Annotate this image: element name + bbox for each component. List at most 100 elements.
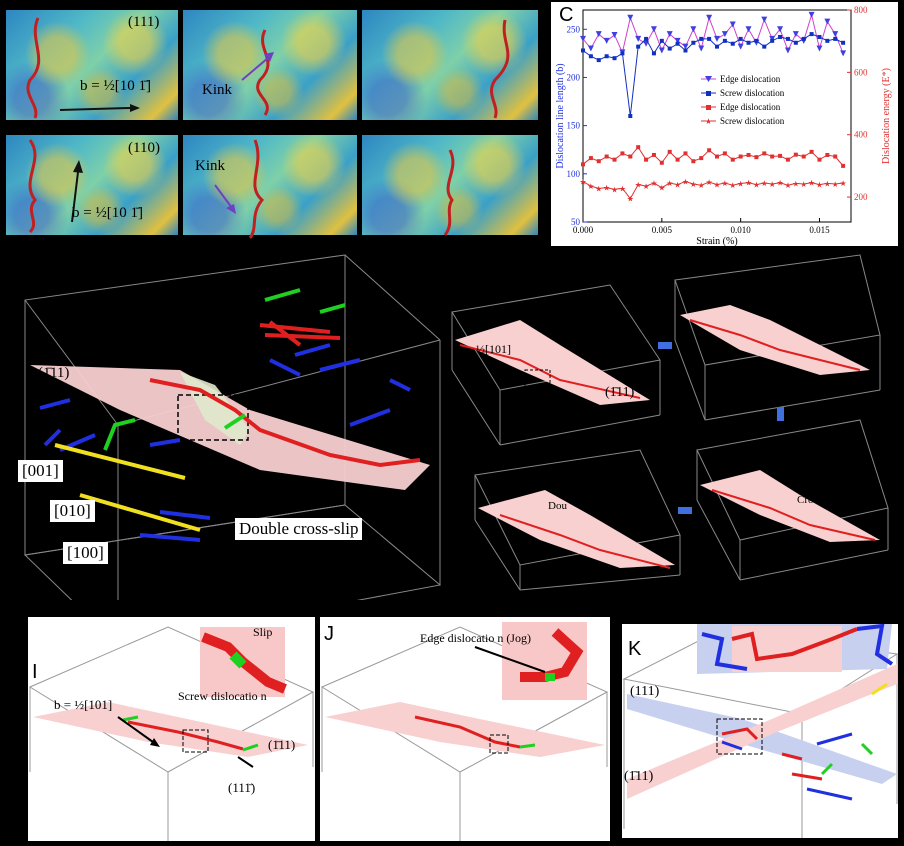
- data-point: [581, 162, 585, 167]
- data-point: ★: [658, 184, 665, 193]
- dislocation-chart: 0.000 0.005 0.010 0.015 50 100 150 200 250 200 400…: [555, 5, 892, 246]
- legend-label: Edge dislocation: [720, 102, 781, 112]
- data-point: [762, 151, 767, 156]
- small-plane-2: [680, 305, 870, 375]
- y-left-axis-label: Dislocation line length (b): [555, 63, 566, 168]
- data-point: ★: [627, 195, 634, 204]
- series-line: [582, 33, 844, 117]
- y-left-tick-label: 100: [567, 169, 581, 179]
- data-point: [714, 35, 720, 42]
- y-right-tick-label: 400: [854, 130, 868, 140]
- data-point: ★: [808, 179, 815, 188]
- data-point: [588, 156, 593, 161]
- legend-marker: [705, 76, 712, 82]
- data-point: [635, 35, 642, 42]
- data-point: [644, 36, 649, 41]
- data-point: [722, 38, 727, 43]
- burgers-vector-top: b = ½[10 1̄]: [80, 78, 151, 94]
- data-point: [659, 160, 664, 165]
- zoom-box-big: [177, 394, 249, 441]
- data-point: [612, 157, 617, 162]
- data-point: [808, 11, 815, 18]
- surface-dislocation-lines: [26, 17, 510, 239]
- data-point: [792, 31, 799, 38]
- data-point: [675, 157, 680, 162]
- data-point: [603, 37, 610, 44]
- small-box-1: [451, 284, 661, 446]
- data-point: [730, 41, 735, 46]
- y-right-tick-label: 800: [854, 5, 868, 15]
- big-plane-label: (1̄11): [38, 365, 70, 381]
- small-plane-1: [455, 320, 650, 405]
- data-point: [651, 51, 656, 56]
- data-point: ★: [776, 179, 783, 188]
- screw-label: Screw dislocatio n: [178, 689, 267, 703]
- data-point: [650, 26, 657, 33]
- surface-a3: [362, 10, 538, 120]
- data-point: [627, 14, 634, 21]
- data-point: ★: [753, 181, 760, 190]
- data-point: [596, 159, 601, 164]
- plane-label-bottom: (110): [128, 140, 160, 156]
- legend-label: Edge dislocation: [720, 74, 781, 84]
- data-point: [715, 154, 719, 159]
- data-point: [730, 157, 735, 162]
- x-tick-label: 0.000: [573, 225, 594, 235]
- chart-panel-c: C 0.000 0.005 0.010 0.015 50 100 150 200 250 200 4…: [551, 2, 898, 246]
- panel-i-burgers: b = ½[101]: [54, 697, 113, 712]
- data-point: [777, 26, 784, 33]
- data-point: [706, 14, 713, 21]
- data-point: [721, 31, 728, 38]
- double-label: Dou: [548, 500, 567, 512]
- data-point: ★: [800, 180, 807, 189]
- data-point: ★: [642, 182, 649, 191]
- data-point: [778, 153, 783, 158]
- data-point: [754, 38, 759, 43]
- data-point: [824, 18, 831, 25]
- data-point: ★: [587, 182, 594, 191]
- data-point: [667, 149, 672, 154]
- data-point: ★: [579, 177, 586, 186]
- data-point: ★: [737, 179, 744, 188]
- data-point: [761, 16, 768, 23]
- data-point: [809, 149, 814, 154]
- data-point: ★: [698, 181, 705, 190]
- legend-marker: [706, 105, 711, 110]
- data-point: [825, 152, 830, 157]
- data-point: ★: [784, 181, 791, 190]
- data-point: [682, 43, 689, 50]
- data-point: [581, 48, 585, 53]
- legend-label: Screw dislocation: [720, 116, 785, 126]
- data-point: [738, 36, 743, 41]
- panel-c-letter: C: [559, 4, 574, 26]
- data-point: [604, 54, 609, 59]
- data-point: [715, 44, 719, 49]
- data-point: [729, 21, 736, 28]
- data-point: [707, 148, 712, 153]
- data-point: [785, 36, 790, 41]
- x-tick-label: 0.015: [809, 225, 830, 235]
- data-point: [675, 41, 680, 46]
- direction-010: [010]: [50, 500, 95, 522]
- data-point: [770, 154, 775, 159]
- data-point: [817, 34, 822, 39]
- data-point: ★: [832, 180, 839, 189]
- plane-label-top: (111): [128, 14, 160, 30]
- legend-marker: ★: [705, 117, 712, 126]
- data-point: ★: [745, 179, 752, 188]
- data-point: [658, 47, 665, 54]
- panel-i-plane2: (111̄): [228, 780, 256, 795]
- jog-label: Edge dislocatio n (Jog): [420, 631, 531, 645]
- data-point: ★: [595, 184, 602, 193]
- data-point: ★: [603, 184, 610, 193]
- data-point: [636, 145, 641, 150]
- series-line: [582, 180, 844, 200]
- direction-001: [001]: [18, 460, 63, 482]
- series-line: [582, 12, 844, 54]
- big-box-dislocations: [39, 288, 421, 542]
- x-axis-label: Strain (%): [696, 236, 737, 246]
- cross-label: Cross: [797, 494, 823, 506]
- data-point: [636, 44, 641, 49]
- data-point: [785, 157, 790, 162]
- data-point: [801, 154, 806, 159]
